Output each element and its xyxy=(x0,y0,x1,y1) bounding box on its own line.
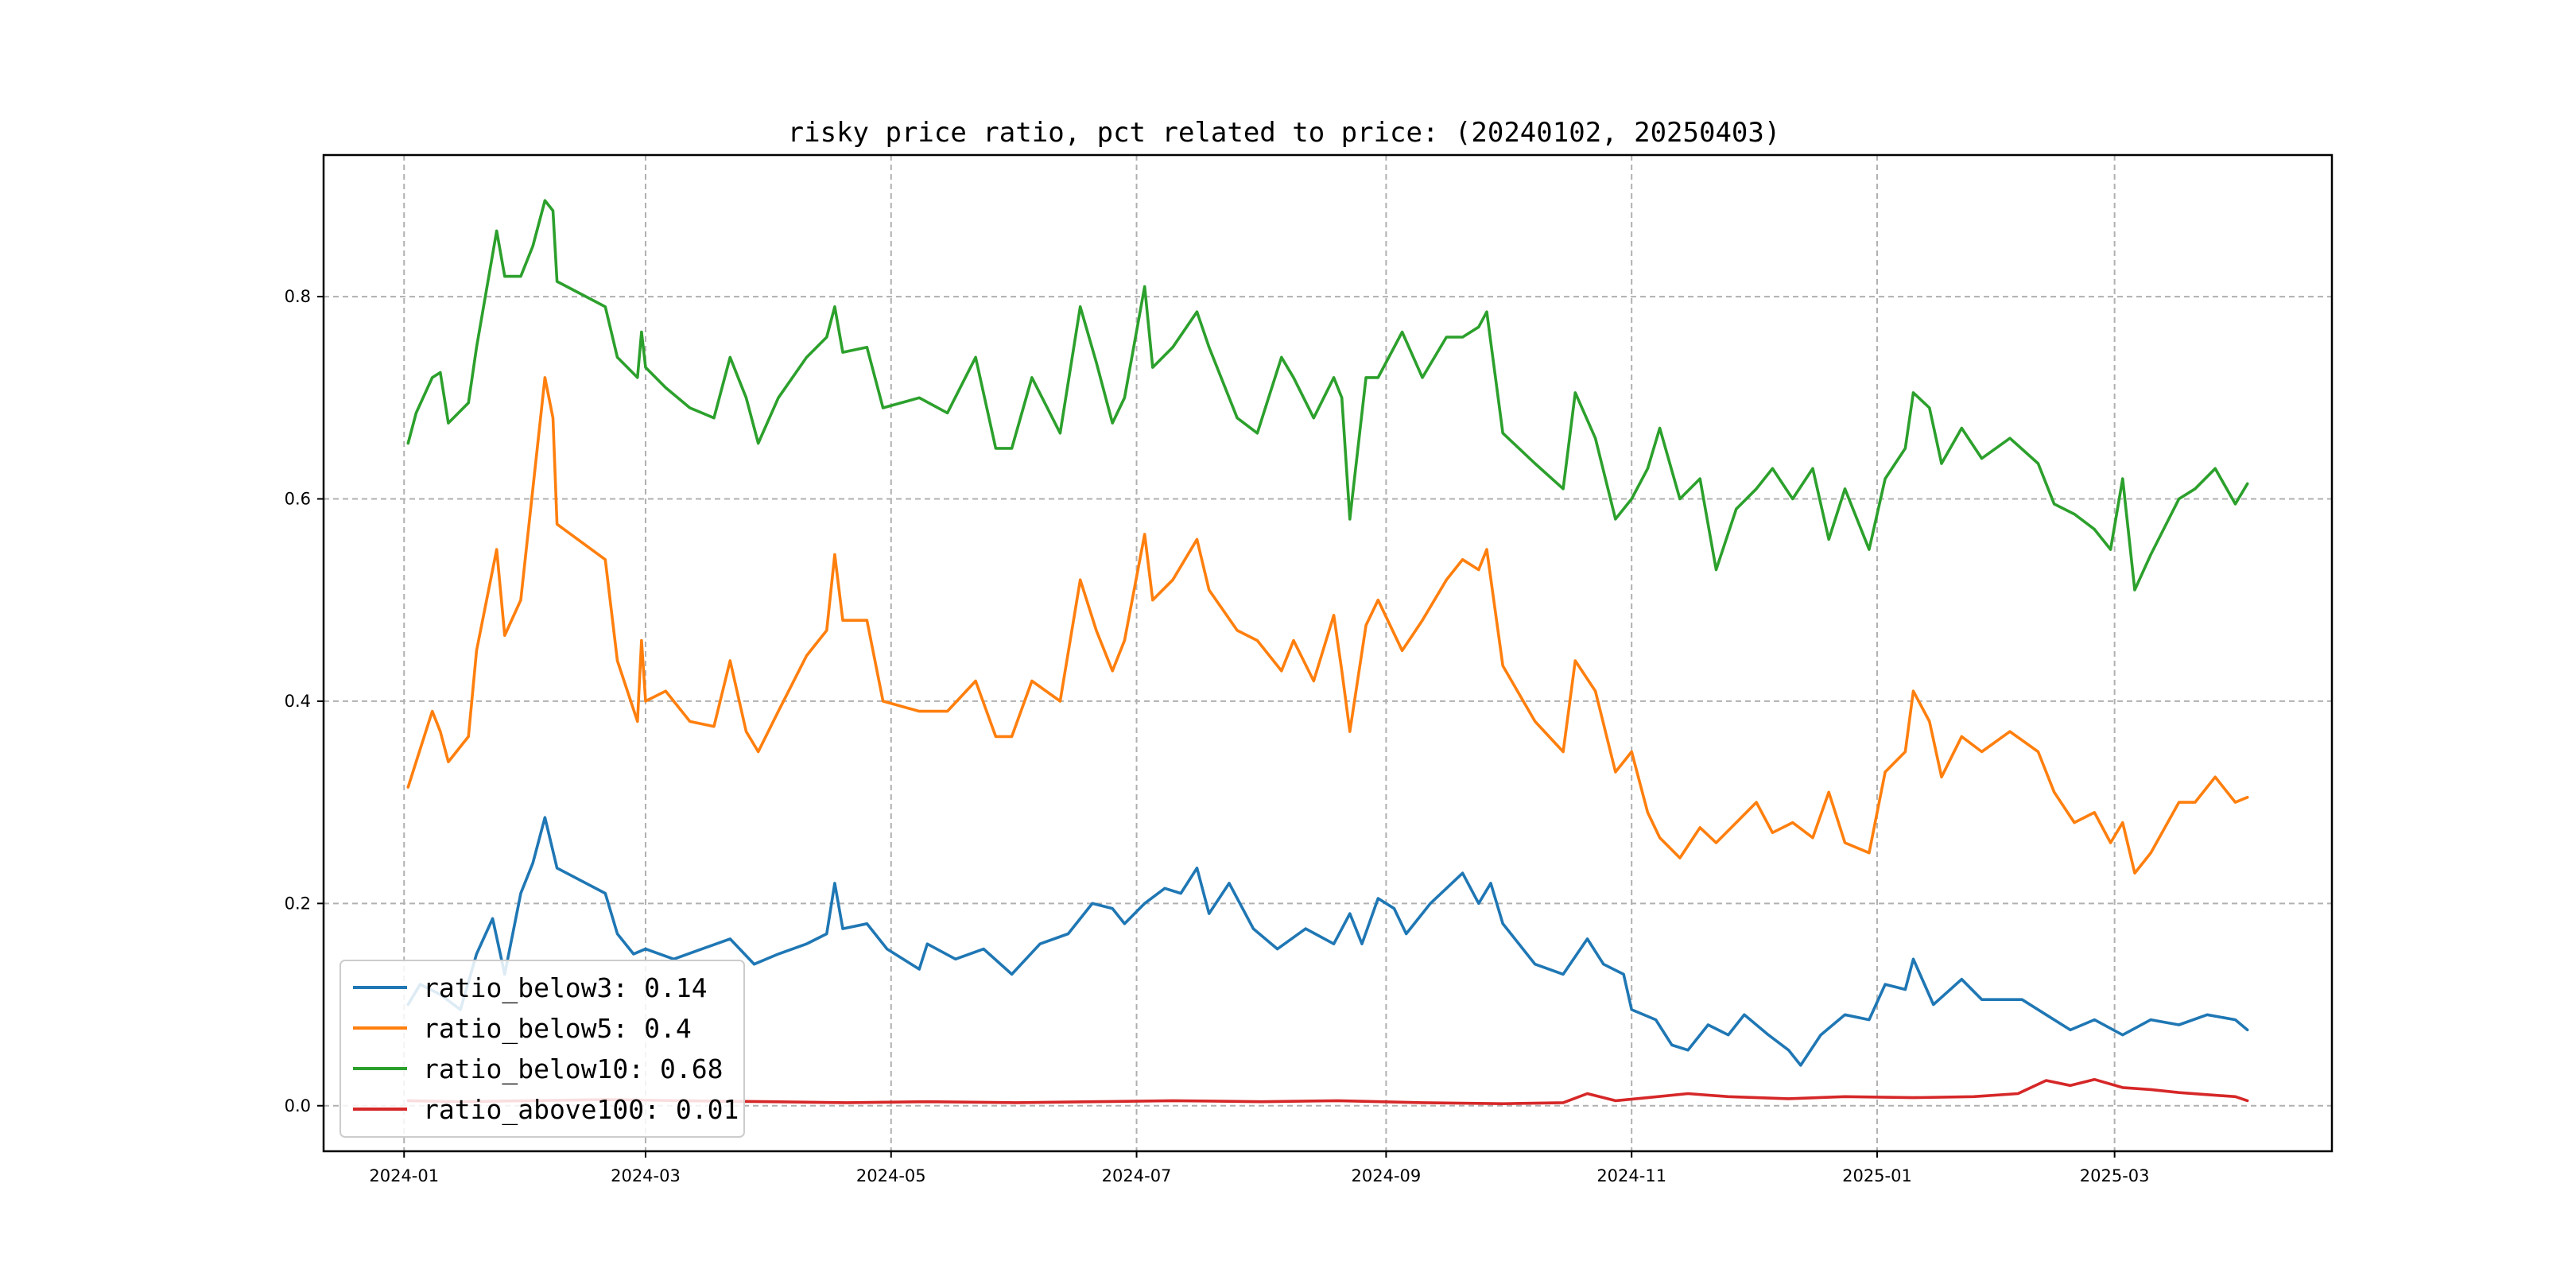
x-tick-label: 2025-03 xyxy=(2080,1166,2150,1185)
series-layer xyxy=(406,199,2249,1105)
y-tick-label: 0.0 xyxy=(285,1096,311,1115)
plot-area-frame xyxy=(322,153,2334,1153)
legend-label: ratio_below3: 0.14 xyxy=(423,972,708,1004)
y-tick-label: 0.8 xyxy=(285,287,311,306)
series-line-ratio-below10 xyxy=(406,199,2249,592)
y-tick-label: 0.4 xyxy=(285,692,311,711)
legend-box xyxy=(339,960,745,1138)
series-line-ratio-below3 xyxy=(406,816,2249,1067)
legend-label: ratio_above100: 0.01 xyxy=(423,1094,739,1126)
series-line-ratio-below5 xyxy=(406,376,2249,875)
grid xyxy=(324,155,2332,1151)
chart-title: risky price ratio, pct related to price:… xyxy=(788,117,1781,149)
legend-label: ratio_below5: 0.4 xyxy=(423,1013,692,1045)
x-tick-label: 2024-03 xyxy=(611,1166,681,1185)
x-tick-label: 2024-11 xyxy=(1596,1166,1666,1185)
x-tick-label: 2024-01 xyxy=(369,1166,439,1185)
legend: ratio_below3: 0.14 ratio_below5: 0.4 ratio… xyxy=(339,960,745,1138)
x-tick-label: 2024-05 xyxy=(856,1166,926,1185)
y-tick-label: 0.2 xyxy=(285,894,311,913)
series-line-ratio-above100 xyxy=(406,1077,2249,1105)
x-tick-label: 2024-07 xyxy=(1102,1166,1172,1185)
x-tick-label: 2024-09 xyxy=(1352,1166,1422,1185)
x-tick-label: 2025-01 xyxy=(1842,1166,1912,1185)
ticks: 2024-01 2024-03 2024-05 2024-07 2024-09 2024-… xyxy=(285,287,2150,1185)
y-tick-label: 0.6 xyxy=(285,490,311,509)
legend-label: ratio_below10: 0.68 xyxy=(423,1053,724,1085)
